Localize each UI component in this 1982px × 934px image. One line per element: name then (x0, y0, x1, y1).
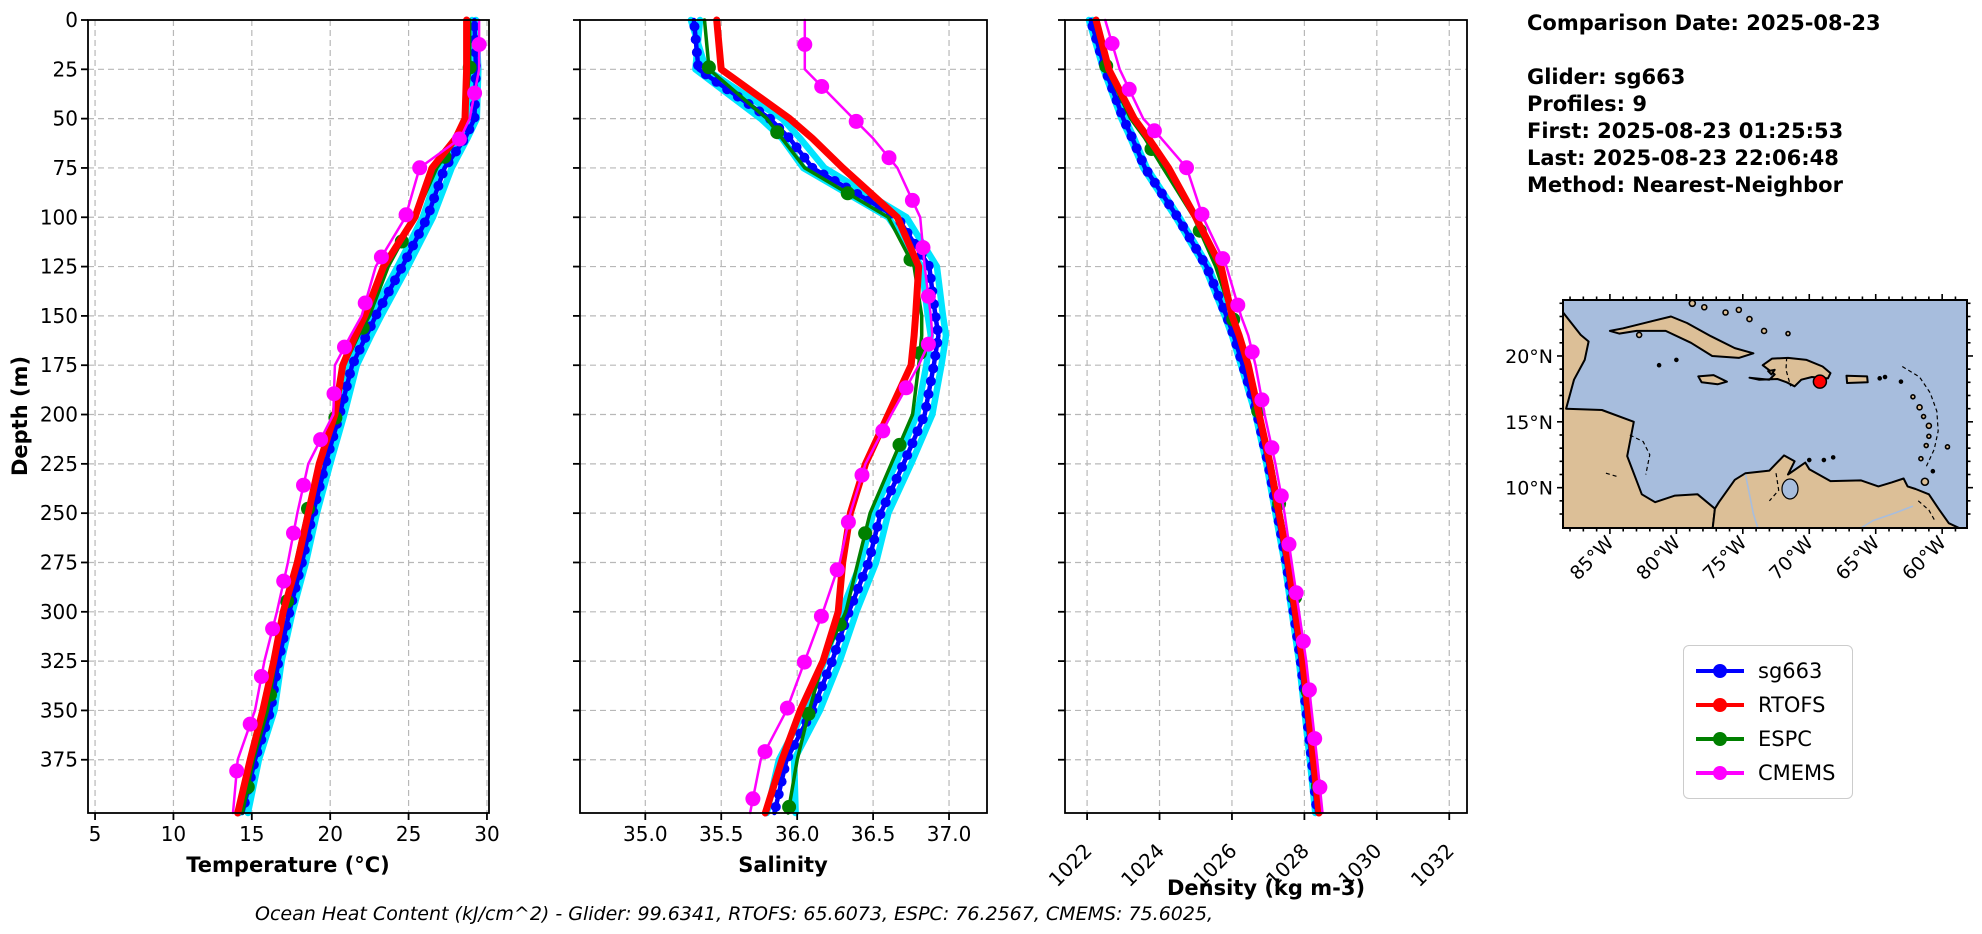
svg-text:100: 100 (40, 205, 78, 229)
svg-text:25: 25 (53, 57, 78, 81)
series-CMEMS (745, 18, 936, 815)
legend-item-ESPC: ESPC (1694, 722, 1842, 756)
svg-text:250: 250 (40, 501, 78, 525)
svg-text:200: 200 (40, 403, 78, 427)
svg-text:275: 275 (40, 550, 78, 574)
svg-text:75: 75 (53, 156, 78, 180)
salinity-axis-label: Salinity (738, 853, 828, 877)
profiles-line: Profiles: 9 (1527, 92, 1648, 116)
series-CMEMS (1103, 18, 1328, 815)
svg-text:85°W: 85°W (1566, 532, 1619, 585)
depth-axis-label: Depth (m) (8, 355, 32, 477)
svg-text:50: 50 (53, 107, 78, 131)
comparison-date-line: Comparison Date: 2025-08-23 (1527, 11, 1881, 35)
series-RTOFS (713, 16, 923, 817)
series-ESPC (240, 18, 477, 815)
svg-text:36.0: 36.0 (775, 822, 820, 846)
legend-sample-RTOFS (1696, 698, 1744, 712)
legend-item-CMEMS: CMEMS (1694, 756, 1842, 790)
depth-tick-labels: 0 25 50 75 100 125 150 175 200 225 250 275 300 325 350… (40, 8, 78, 772)
x-tick-labels: 35.0 35.5 36.0 36.5 37.0 (623, 822, 971, 846)
map-frame (1557, 294, 1973, 534)
svg-text:375: 375 (40, 748, 78, 772)
svg-text:5: 5 (89, 822, 102, 846)
svg-text:175: 175 (40, 353, 78, 377)
series-CMEMS (229, 18, 487, 815)
svg-text:150: 150 (40, 304, 78, 328)
svg-text:1024: 1024 (1116, 839, 1169, 892)
svg-text:300: 300 (40, 600, 78, 624)
svg-text:37.0: 37.0 (927, 822, 972, 846)
svg-text:1032: 1032 (1406, 839, 1459, 892)
legend-sample-sg663 (1696, 664, 1744, 678)
svg-text:70°W: 70°W (1765, 532, 1818, 585)
svg-text:60°W: 60°W (1898, 532, 1951, 585)
svg-text:30: 30 (474, 822, 499, 846)
density-axis-label: Density (kg m-3) (1166, 876, 1366, 900)
x-tick-labels: 5 10 15 20 25 30 (89, 822, 500, 846)
glider-line: Glider: sg663 (1527, 65, 1686, 89)
map-land (1563, 300, 1962, 528)
svg-text:65°W: 65°W (1832, 532, 1885, 585)
svg-text:80°W: 80°W (1632, 532, 1685, 585)
svg-text:36.5: 36.5 (851, 822, 896, 846)
svg-text:10: 10 (161, 822, 186, 846)
series-glider-raw-1 (1085, 16, 1319, 817)
legend-box: sg663 RTOFS ESPC CMEMS (1683, 645, 1853, 799)
location-map: 20°N 15°N 10°N 85°W 80°W 75°W 70°W 65°W 60°W (1505, 294, 1973, 585)
panel-frame (81, 19, 490, 820)
svg-text:20°N: 20°N (1505, 346, 1553, 368)
legend-item-sg663: sg663 (1694, 654, 1842, 688)
last-line: Last: 2025-08-23 22:06:48 (1527, 146, 1839, 170)
svg-text:75°W: 75°W (1699, 532, 1752, 585)
svg-text:35.5: 35.5 (699, 822, 744, 846)
svg-text:25: 25 (396, 822, 421, 846)
ocean-heat-content-annotation: Ocean Heat Content (kJ/cm^2) - Glider: 9… (255, 903, 1214, 925)
gridlines (88, 19, 489, 813)
temperature-axis-label: Temperature (°C) (186, 853, 390, 877)
svg-text:15: 15 (239, 822, 264, 846)
legend-label: sg663 (1758, 659, 1823, 683)
series-glider-raw-2 (1089, 16, 1323, 817)
legend-label: RTOFS (1758, 693, 1826, 717)
svg-text:15°N: 15°N (1505, 412, 1553, 434)
svg-text:325: 325 (40, 649, 78, 673)
legend-label: CMEMS (1758, 761, 1836, 785)
svg-text:125: 125 (40, 255, 78, 279)
comparison-info-block: Comparison Date: 2025-08-23 Glider: sg66… (1527, 10, 1881, 199)
panel-frame (1058, 19, 1468, 820)
svg-text:1022: 1022 (1044, 839, 1097, 892)
series-sg663 (1087, 17, 1322, 816)
svg-text:0: 0 (65, 8, 78, 32)
series-glider-raw-1 (687, 16, 950, 817)
legend-sample-CMEMS (1696, 766, 1744, 780)
series-glider-raw-1 (244, 16, 482, 817)
legend-sample-ESPC (1696, 732, 1744, 746)
method-line: Method: Nearest-Neighbor (1527, 173, 1843, 197)
series-RTOFS (1092, 16, 1323, 817)
svg-text:225: 225 (40, 452, 78, 476)
legend-label: ESPC (1758, 727, 1812, 751)
svg-text:20: 20 (317, 822, 342, 846)
svg-text:35.0: 35.0 (623, 822, 668, 846)
panel-frame (573, 19, 988, 820)
first-line: First: 2025-08-23 01:25:53 (1527, 119, 1844, 143)
legend-item-RTOFS: RTOFS (1694, 688, 1842, 722)
glider-location-marker (1812, 374, 1828, 389)
svg-text:10°N: 10°N (1505, 478, 1553, 500)
svg-text:350: 350 (40, 698, 78, 722)
